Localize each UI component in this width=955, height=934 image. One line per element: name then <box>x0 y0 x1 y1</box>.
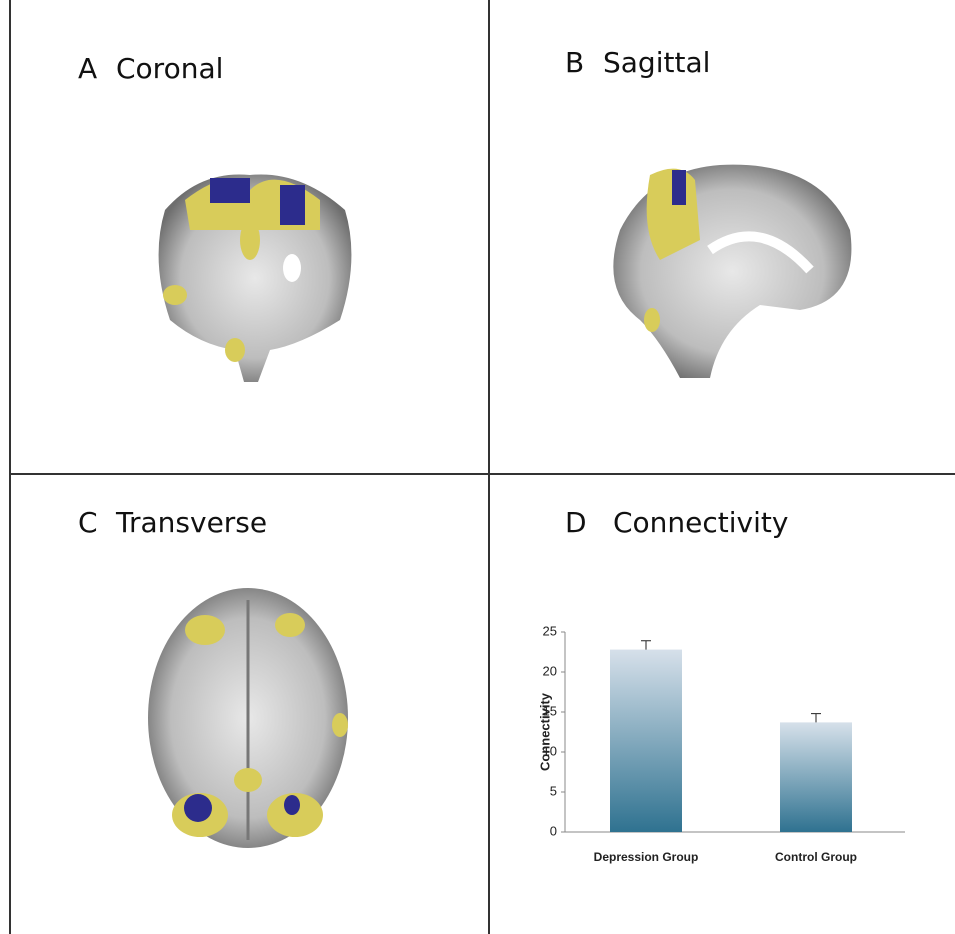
x-tick-label: Depression Group <box>594 850 699 864</box>
y-tick-label: 20 <box>543 663 557 678</box>
panel-title: Transverse <box>115 506 267 539</box>
sagittal-image <box>613 165 851 378</box>
error-bar <box>641 641 651 650</box>
x-tick-label: Control Group <box>775 850 857 864</box>
transverse-image <box>148 588 348 848</box>
panel-title: Sagittal <box>603 46 710 79</box>
panel-letter: D <box>565 506 587 539</box>
page: A Coronal B Sagittal C Transverse D Connectivit… <box>0 0 955 934</box>
panel-letter: C <box>78 506 98 539</box>
error-bar <box>811 714 821 723</box>
y-tick-label: 25 <box>543 623 557 638</box>
y-tick-label: 10 <box>543 743 557 758</box>
panel-title: Connectivity <box>613 506 788 539</box>
bar <box>780 722 852 832</box>
plot: 0 5 10 15 20 25 Depression Group Control Group <box>543 623 857 864</box>
y-tick-label: 15 <box>543 703 557 718</box>
coronal-image <box>159 174 352 382</box>
panel-letter: B <box>565 46 584 79</box>
figure: A Coronal B Sagittal C Transverse D Connectivit… <box>0 0 955 934</box>
panel-title: Coronal <box>116 52 223 85</box>
bar <box>610 650 682 832</box>
y-tick-label: 0 <box>550 823 557 838</box>
panel-letter: A <box>78 52 97 85</box>
y-tick-label: 5 <box>550 783 557 798</box>
